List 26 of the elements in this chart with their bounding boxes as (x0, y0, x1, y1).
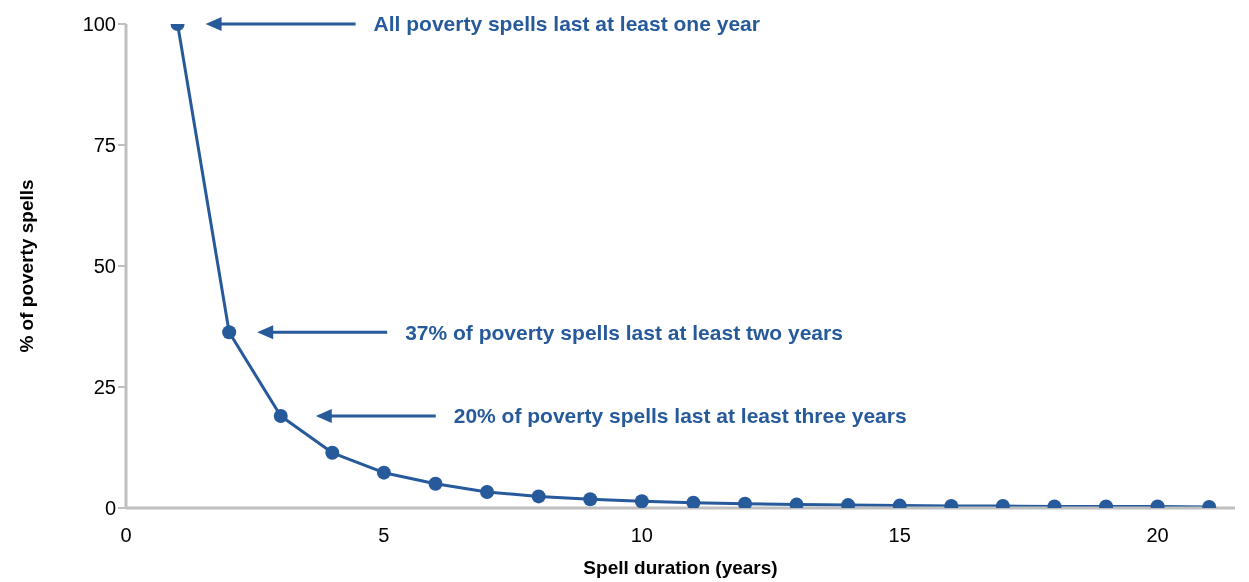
y-tick-label: 25 (93, 376, 116, 399)
annotation: 20% of poverty spells last at least three years (453, 404, 907, 428)
point (273, 409, 288, 424)
point (686, 495, 701, 508)
point (634, 494, 649, 508)
annotation: 37% of poverty spells last at least two years (405, 320, 843, 344)
y-tick-label: 75 (93, 134, 116, 157)
x-tick-label: 10 (630, 524, 653, 547)
point (480, 485, 495, 500)
y-axis-title: % of poverty spells (15, 179, 37, 353)
point (737, 496, 752, 508)
x-tick-label: 0 (120, 524, 132, 547)
x-axis-title: Spell duration (years) (583, 557, 778, 578)
annotation: All poverty spells last at least one year (373, 12, 760, 36)
point (222, 325, 237, 340)
x-tick-label: 5 (378, 524, 390, 547)
point (325, 445, 340, 460)
x-tick-label: 20 (1146, 524, 1169, 547)
point (428, 476, 443, 491)
point (376, 465, 391, 480)
point (583, 492, 598, 507)
y-tick-label: 0 (104, 497, 116, 520)
y-tick-label: 100 (82, 13, 116, 36)
x-tick-label: 15 (888, 524, 911, 547)
point (531, 489, 546, 504)
y-tick-label: 50 (93, 255, 116, 278)
